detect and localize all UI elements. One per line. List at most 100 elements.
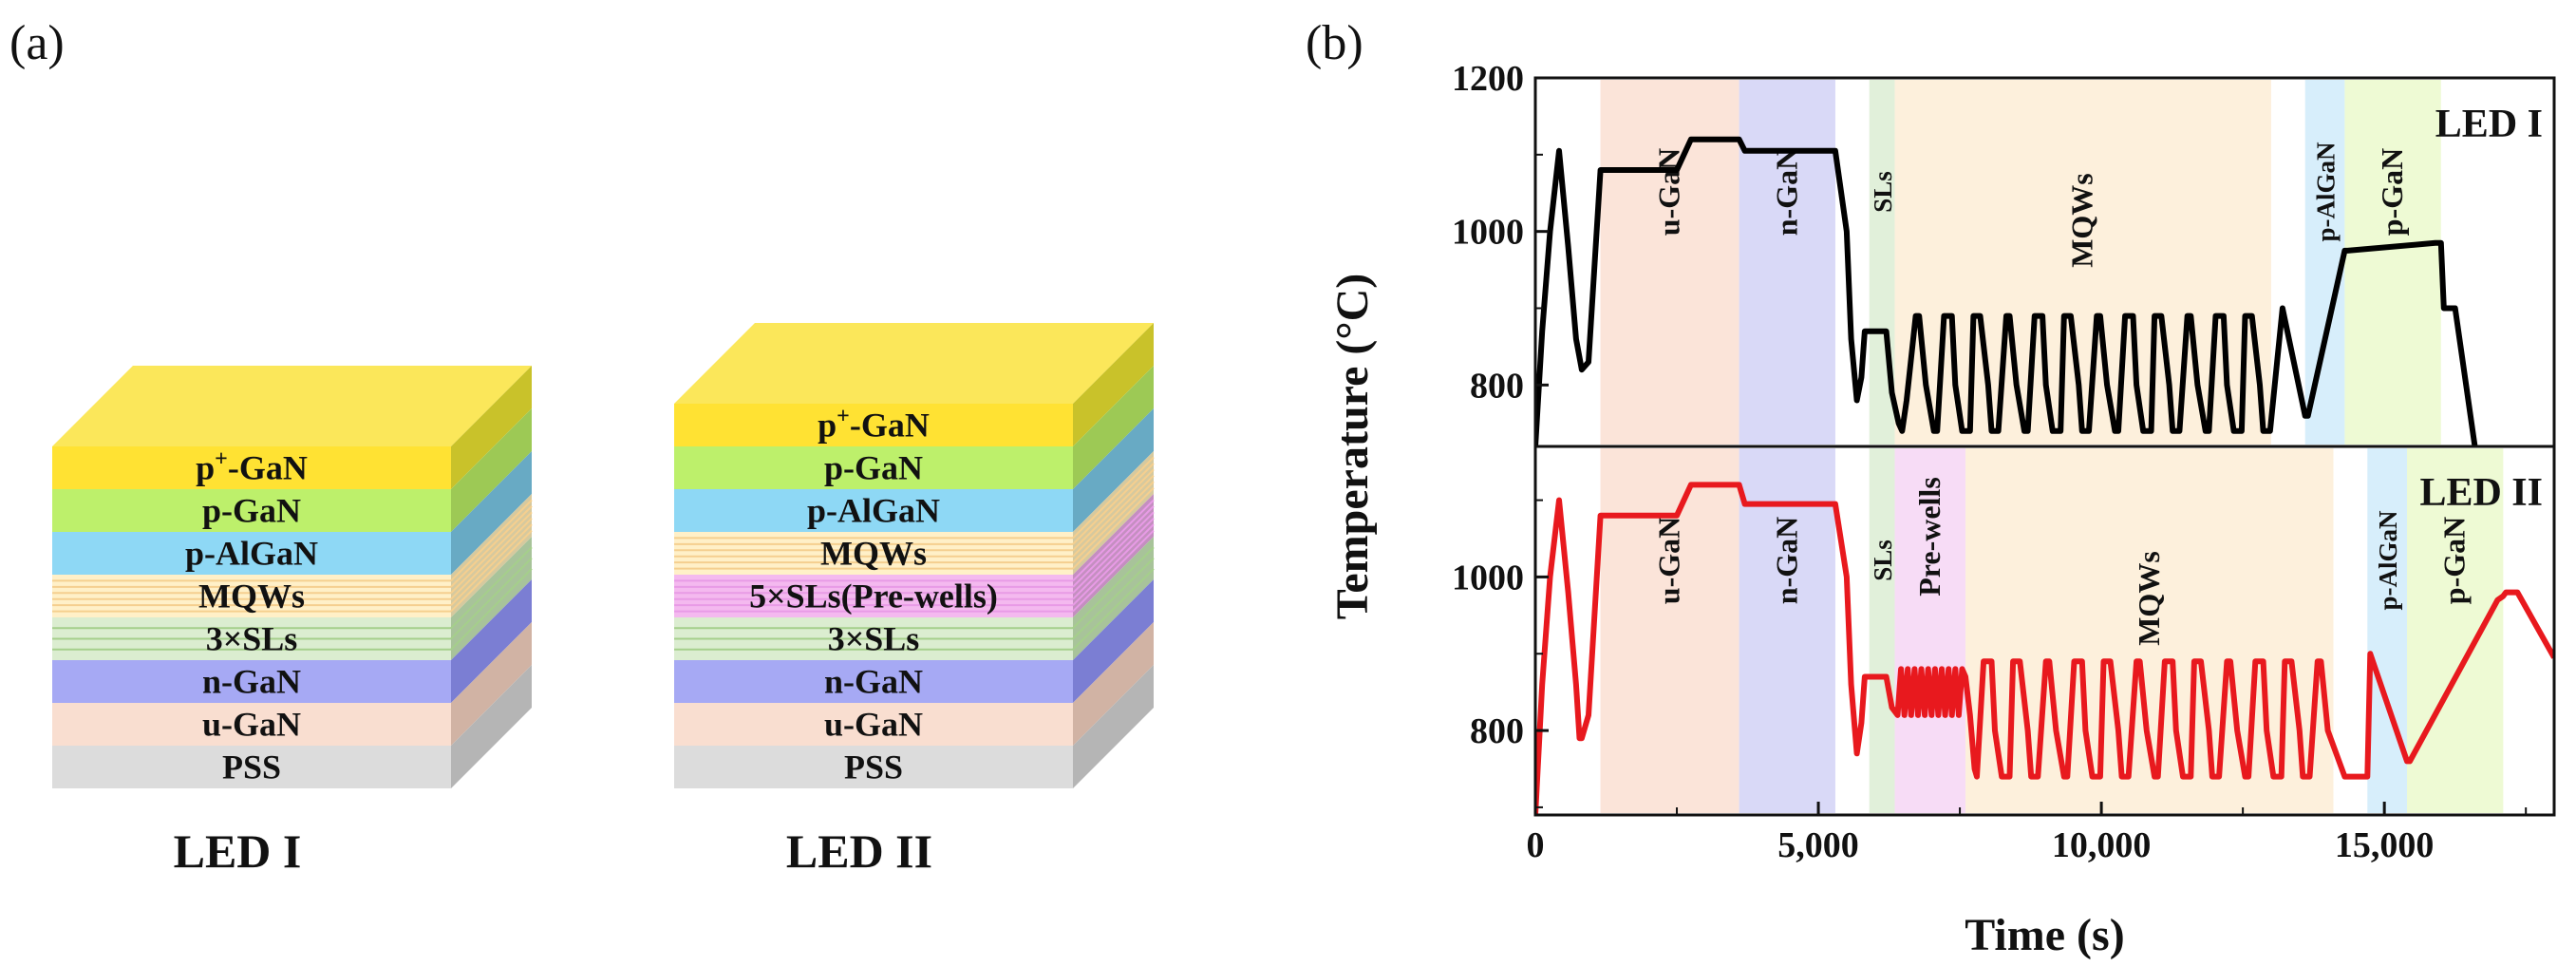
layer-side-u_gan xyxy=(1073,622,1154,746)
layer-pss xyxy=(674,746,1073,788)
layer-stripe xyxy=(1072,481,1155,563)
layer-stripe xyxy=(1072,468,1155,551)
region-label: MQWs xyxy=(2132,551,2166,646)
layer-stripe xyxy=(450,499,533,582)
layer-side-p_plus_gan xyxy=(1073,323,1154,446)
stack-top-face xyxy=(52,366,532,446)
subplot-title: LED II xyxy=(2419,471,2543,515)
panel-a-label: (a) xyxy=(9,16,65,70)
layer-side-p_algan xyxy=(451,451,532,575)
layer-label-p_plus_gan: p+-GaN xyxy=(818,405,930,445)
region-sls xyxy=(1869,448,1895,813)
subplot-2: u-GaN n-GaN SLs Pre-wells MQWs p-AlGaN p-GaN 80… xyxy=(1452,445,2556,817)
x-tick-label: 5,000 xyxy=(1777,825,1859,865)
layer-stripe xyxy=(450,529,533,613)
region-label: p-GaN xyxy=(2437,517,2472,604)
layer-label-p_algan: p-AlGaN xyxy=(807,492,940,530)
region-label: u-GaN xyxy=(1652,517,1686,604)
region-n-gan xyxy=(1739,448,1835,813)
layer-stripe xyxy=(1072,511,1155,594)
region-p-algan xyxy=(2367,448,2408,813)
x-tick-label: 15,000 xyxy=(2335,825,2435,865)
layer-stripe xyxy=(1072,546,1155,629)
stack-2: p+-GaN p-GaN p-AlGaN MQWs 5×SLs(Pre-wells) 3×… xyxy=(674,323,1155,878)
layer-label-pss: PSS xyxy=(222,748,281,786)
layer-label-pss: PSS xyxy=(844,748,903,786)
layer-side-p_gan xyxy=(1073,366,1154,489)
region-label: n-GaN xyxy=(1769,517,1803,604)
layer-label-mqws: MQWs xyxy=(198,578,305,616)
subplot-1: u-GaN n-GaN SLs MQWs p-AlGaN p-GaN80010001200… xyxy=(1452,59,2556,448)
layer-stripe xyxy=(1072,523,1155,606)
layer-label-sls: 3×SLs xyxy=(206,620,298,658)
layer-label-n_gan: n-GaN xyxy=(824,663,923,701)
layer-stripe xyxy=(450,523,533,606)
layer-stripe xyxy=(1072,557,1155,640)
layer-label-n_gan: n-GaN xyxy=(202,663,301,701)
stack-1: p+-GaN p-GaN p-AlGaN MQWs 3×SLs n-GaN u-GaN PSS… xyxy=(52,366,533,878)
region-label: Pre-wells xyxy=(1912,477,1946,597)
layer-side-u_gan xyxy=(451,622,532,746)
x-axis-label: Time (s) xyxy=(1965,910,2124,960)
layer-stripe xyxy=(450,518,533,600)
layer-label-p_algan: p-AlGaN xyxy=(185,535,318,573)
x-tick-label: 0 xyxy=(1527,825,1545,865)
layer-stripe xyxy=(450,546,533,629)
layer-stripe xyxy=(450,505,533,588)
layer-stripe xyxy=(450,568,533,651)
plot-frame xyxy=(1533,445,2556,817)
layer-stripe xyxy=(1072,568,1155,651)
layer-n_gan xyxy=(52,660,451,703)
stack-title: LED I xyxy=(174,824,302,878)
series-line-led-ii xyxy=(1535,482,2554,815)
y-tick-label: 1200 xyxy=(1452,59,1524,99)
layer-stripe xyxy=(1072,518,1155,600)
x-tick-label: 10,000 xyxy=(2052,825,2152,865)
layer-stripe xyxy=(450,511,533,594)
layer-stripe xyxy=(450,557,533,640)
layer-label-sls: 3×SLs xyxy=(828,620,920,658)
layer-side-p_gan xyxy=(451,408,532,532)
layer-stripe xyxy=(1072,486,1155,570)
layer-p_algan xyxy=(52,532,451,575)
layer-u_gan xyxy=(52,703,451,746)
region-label: SLs xyxy=(1869,540,1897,581)
region-pre-wells xyxy=(1894,448,1966,813)
subplot-title: LED I xyxy=(2435,103,2543,146)
region-p-algan xyxy=(2304,80,2345,445)
temperature-profile-chart: u-GaN n-GaN SLs MQWs p-AlGaN p-GaN 800 1000 1200… xyxy=(1327,59,2556,960)
stack-title: LED II xyxy=(786,824,932,878)
layer-p_algan xyxy=(674,489,1073,532)
y-tick-label: 800 xyxy=(1470,366,1524,406)
layer-stripe xyxy=(1072,456,1155,540)
region-label: p-AlGaN xyxy=(2374,510,2402,611)
y-tick-label: 1000 xyxy=(1452,558,1524,597)
y-tick-label: 1000 xyxy=(1452,213,1524,253)
layer-u_gan xyxy=(674,703,1073,746)
region-n-gan xyxy=(1739,80,1835,445)
layer-pre_wells xyxy=(674,575,1073,617)
y-tick-label: 800 xyxy=(1470,711,1524,751)
layer-mqws xyxy=(52,575,451,617)
region-label: MQWs xyxy=(2065,173,2099,268)
panel-b-label: (b) xyxy=(1306,16,1363,70)
layer-label-p_plus_gan: p+-GaN xyxy=(196,447,308,487)
layer-side-mqws xyxy=(451,494,532,617)
layer-n_gan xyxy=(674,660,1073,703)
layer-stacks: p+-GaN p-GaN p-AlGaN MQWs 3×SLs n-GaN u-GaN PSS… xyxy=(52,323,1155,878)
layer-side-p_plus_gan xyxy=(451,366,532,489)
layer-label-u_gan: u-GaN xyxy=(202,706,301,744)
layer-side-n_gan xyxy=(1073,579,1154,703)
layer-label-p_gan: p-GaN xyxy=(824,449,923,487)
layer-side-pre_wells xyxy=(1073,494,1154,617)
layer-p_plus_gan xyxy=(674,404,1073,446)
layer-label-u_gan: u-GaN xyxy=(824,706,923,744)
layer-side-pss xyxy=(451,665,532,788)
layer-side-mqws xyxy=(1073,451,1154,575)
layer-label-p_gan: p-GaN xyxy=(202,492,301,530)
region-label: n-GaN xyxy=(1769,148,1803,236)
layer-label-pre_wells: 5×SLs(Pre-wells) xyxy=(749,578,998,616)
layer-side-p_algan xyxy=(1073,408,1154,532)
region-label: p-GaN xyxy=(2375,148,2409,236)
layer-stripe xyxy=(1072,505,1155,588)
